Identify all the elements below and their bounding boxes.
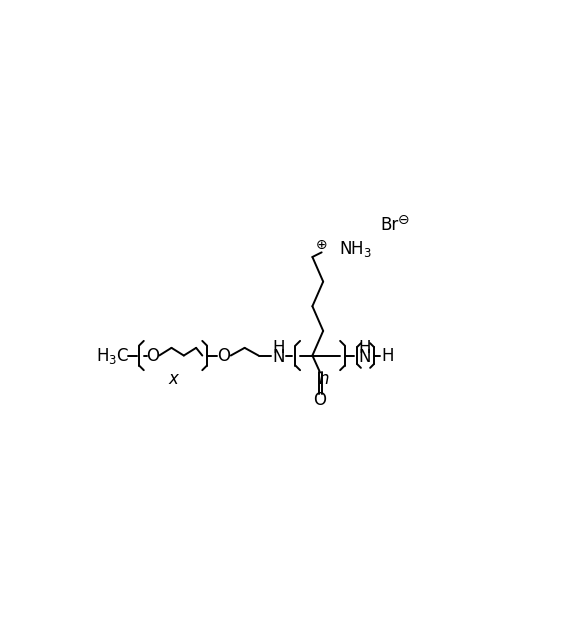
Text: $\ominus$: $\ominus$ (397, 213, 410, 227)
Text: O: O (217, 346, 231, 365)
Text: H: H (359, 339, 371, 357)
Text: $\oplus$: $\oplus$ (315, 237, 328, 252)
Text: H$_3$C: H$_3$C (96, 346, 130, 365)
Text: NH$_3$: NH$_3$ (339, 239, 372, 259)
Text: H: H (272, 339, 285, 357)
Text: n: n (319, 370, 329, 388)
Text: N: N (359, 348, 371, 366)
Text: N: N (272, 348, 285, 366)
Text: H: H (382, 346, 394, 365)
Text: O: O (313, 391, 327, 409)
Text: Br: Br (380, 216, 399, 234)
Text: x: x (168, 370, 178, 388)
Text: O: O (146, 346, 160, 365)
